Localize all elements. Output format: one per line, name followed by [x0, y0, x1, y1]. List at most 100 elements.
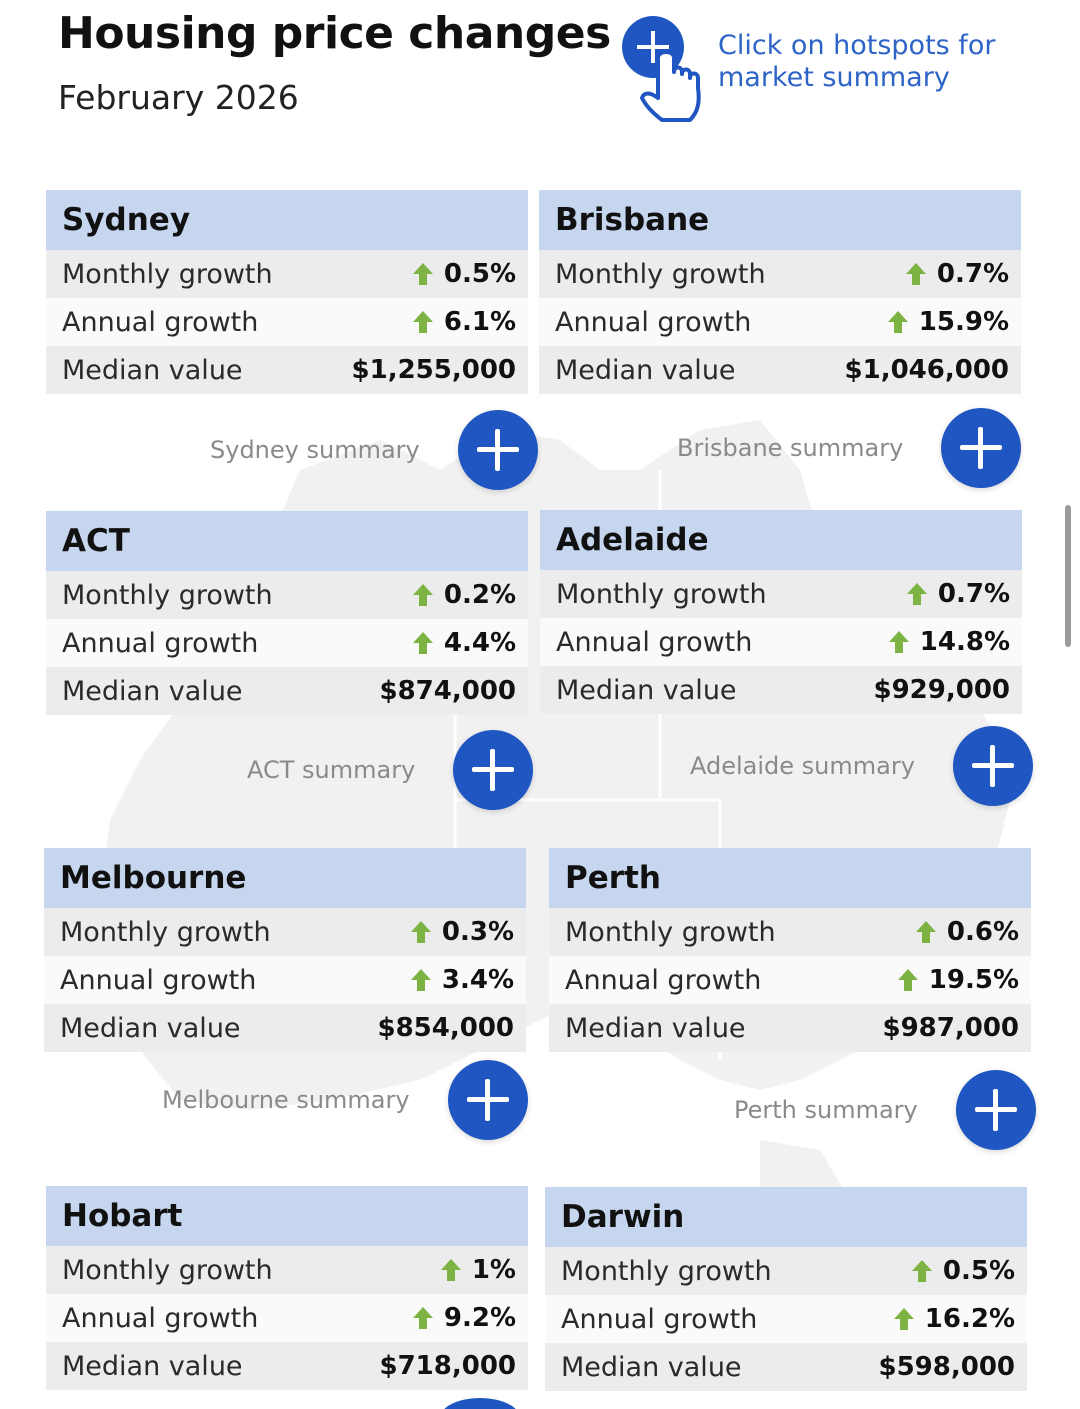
- value-text: 9.2%: [443, 1303, 516, 1333]
- summary-hotspot-perth[interactable]: Perth summary: [734, 1070, 1036, 1150]
- city-name: Darwin: [545, 1187, 1027, 1247]
- value-text: 0.3%: [441, 917, 514, 947]
- city-name: Perth: [549, 848, 1031, 908]
- summary-label[interactable]: ACT summary: [247, 756, 416, 784]
- annual-growth-row: Annual growth 16.2%: [545, 1295, 1027, 1343]
- annual-growth-value: 6.1%: [412, 307, 516, 337]
- median-value-row: Median value $718,000: [46, 1342, 528, 1390]
- city-card-melbourne: Melbourne Monthly growth 0.3% Annual growth…: [44, 848, 526, 1052]
- green-up-arrow-icon: [888, 631, 909, 653]
- expand-summary-button[interactable]: [453, 730, 534, 810]
- value-text: 16.2%: [924, 1304, 1015, 1334]
- row-label: Monthly growth: [62, 1254, 273, 1286]
- summary-label[interactable]: Adelaide summary: [690, 752, 915, 780]
- monthly-growth-value: 0.2%: [412, 580, 516, 610]
- annual-growth-row: Annual growth 14.8%: [540, 618, 1022, 666]
- median-value: $718,000: [379, 1351, 516, 1381]
- row-label: Median value: [62, 1350, 243, 1382]
- green-up-arrow-icon: [887, 311, 908, 333]
- monthly-growth-value: 0.5%: [412, 259, 516, 289]
- green-up-arrow-icon: [412, 632, 433, 654]
- value-text: 0.6%: [946, 917, 1019, 947]
- annual-growth-row: Annual growth 15.9%: [539, 298, 1021, 346]
- summary-hotspot-sydney[interactable]: Sydney summary: [210, 410, 538, 490]
- scrollbar[interactable]: [1065, 505, 1071, 647]
- expand-summary-button[interactable]: [952, 726, 1033, 806]
- value-text: 3.4%: [441, 965, 514, 995]
- monthly-growth-value: 0.3%: [410, 917, 514, 947]
- green-up-arrow-icon: [915, 921, 936, 943]
- median-value: $854,000: [377, 1013, 514, 1043]
- monthly-growth-row: Monthly growth 0.5%: [46, 250, 528, 298]
- partial-plus-button[interactable]: [440, 1398, 520, 1409]
- hand-pointer-plus-icon: [622, 16, 701, 122]
- row-label: Annual growth: [60, 964, 257, 996]
- green-up-arrow-icon: [440, 1259, 461, 1281]
- expand-summary-button[interactable]: [457, 410, 538, 490]
- annual-growth-row: Annual growth 3.4%: [44, 956, 526, 1004]
- median-value-row: Median value $1,046,000: [539, 346, 1021, 394]
- green-up-arrow-icon: [911, 1260, 932, 1282]
- value-text: 19.5%: [928, 965, 1019, 995]
- green-up-arrow-icon: [412, 584, 433, 606]
- row-label: Monthly growth: [561, 1255, 772, 1287]
- value-text: 0.5%: [942, 1256, 1015, 1286]
- expand-summary-button[interactable]: [941, 408, 1022, 488]
- summary-hotspot-adelaide[interactable]: Adelaide summary: [690, 726, 1033, 806]
- annual-growth-value: 14.8%: [888, 627, 1010, 657]
- expand-summary-button[interactable]: [447, 1060, 528, 1140]
- monthly-growth-value: 0.7%: [905, 259, 1009, 289]
- green-up-arrow-icon: [897, 969, 918, 991]
- row-label: Monthly growth: [62, 258, 273, 290]
- summary-label[interactable]: Brisbane summary: [677, 434, 904, 462]
- median-value-row: Median value $598,000: [545, 1343, 1027, 1391]
- median-value-row: Median value $987,000: [549, 1004, 1031, 1052]
- row-label: Annual growth: [62, 306, 259, 338]
- median-value: $1,255,000: [351, 355, 516, 385]
- summary-hotspot-brisbane[interactable]: Brisbane summary: [677, 408, 1022, 488]
- median-value-row: Median value $874,000: [46, 667, 528, 715]
- row-label: Median value: [60, 1012, 241, 1044]
- annual-growth-value: 9.2%: [412, 1303, 516, 1333]
- summary-label[interactable]: Sydney summary: [210, 436, 420, 464]
- summary-hotspot-melbourne[interactable]: Melbourne summary: [162, 1060, 528, 1140]
- city-card-darwin: Darwin Monthly growth 0.5% Annual growth 16.…: [545, 1187, 1027, 1391]
- green-up-arrow-icon: [893, 1308, 914, 1330]
- annual-growth-value: 4.4%: [412, 628, 516, 658]
- row-label: Annual growth: [62, 1302, 259, 1334]
- row-label: Monthly growth: [555, 258, 766, 290]
- summary-hotspot-act[interactable]: ACT summary: [247, 730, 534, 810]
- hotspot-hint: Click on hotspots for market summary: [718, 30, 996, 93]
- monthly-growth-row: Monthly growth 0.3%: [44, 908, 526, 956]
- green-up-arrow-icon: [906, 583, 927, 605]
- city-card-act: ACT Monthly growth 0.2% Annual growth 4.4% Me…: [46, 511, 528, 715]
- summary-label[interactable]: Perth summary: [734, 1096, 918, 1124]
- value-text: 14.8%: [919, 627, 1010, 657]
- monthly-growth-row: Monthly growth 0.6%: [549, 908, 1031, 956]
- expand-summary-button[interactable]: [955, 1070, 1036, 1150]
- row-label: Median value: [565, 1012, 746, 1044]
- row-label: Median value: [556, 674, 737, 706]
- median-value-row: Median value $929,000: [540, 666, 1022, 714]
- value-text: 0.7%: [937, 579, 1010, 609]
- monthly-growth-value: 0.5%: [911, 1256, 1015, 1286]
- annual-growth-row: Annual growth 19.5%: [549, 956, 1031, 1004]
- city-name: Melbourne: [44, 848, 526, 908]
- value-text: 0.5%: [443, 259, 516, 289]
- annual-growth-row: Annual growth 6.1%: [46, 298, 528, 346]
- row-label: Monthly growth: [60, 916, 271, 948]
- green-up-arrow-icon: [905, 263, 926, 285]
- median-value: $1,046,000: [844, 355, 1009, 385]
- row-label: Annual growth: [556, 626, 753, 658]
- green-up-arrow-icon: [410, 969, 431, 991]
- value-text: 0.7%: [936, 259, 1009, 289]
- monthly-growth-value: 0.6%: [915, 917, 1019, 947]
- row-label: Median value: [62, 354, 243, 386]
- city-card-perth: Perth Monthly growth 0.6% Annual growth 19.5…: [549, 848, 1031, 1052]
- row-label: Monthly growth: [565, 916, 776, 948]
- row-label: Annual growth: [555, 306, 752, 338]
- annual-growth-value: 15.9%: [887, 307, 1009, 337]
- summary-label[interactable]: Melbourne summary: [162, 1086, 410, 1114]
- median-value-row: Median value $1,255,000: [46, 346, 528, 394]
- annual-growth-value: 16.2%: [893, 1304, 1015, 1334]
